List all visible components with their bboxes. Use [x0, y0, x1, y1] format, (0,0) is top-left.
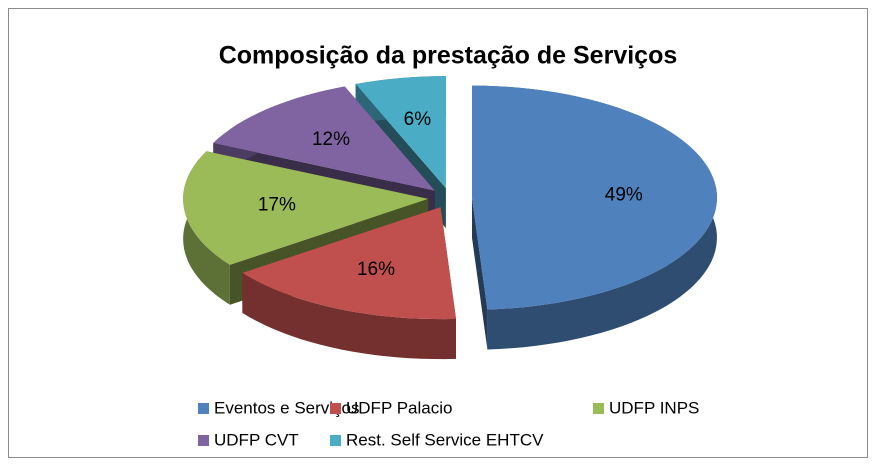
data-label: 6%	[404, 109, 432, 130]
slice	[472, 85, 717, 310]
data-label: 49%	[605, 185, 643, 206]
data-label: 16%	[357, 259, 395, 280]
legend-swatch	[330, 403, 341, 414]
pie: 49% 16% 17% 12% 6%	[183, 76, 717, 360]
slice	[242, 207, 456, 320]
slice	[213, 86, 435, 191]
legend-label: Rest. Self Service EHTCV	[346, 430, 544, 449]
legend-swatch	[198, 403, 209, 414]
legend-label: UDFP CVT	[214, 430, 299, 449]
slice	[355, 76, 446, 189]
legend-label: UDFP Palacio	[346, 398, 452, 417]
legend-label: UDFP INPS	[609, 398, 699, 417]
data-label: 17%	[258, 194, 296, 215]
data-label: 12%	[312, 129, 350, 150]
slice-side	[472, 197, 488, 350]
chart-title: Composição da prestação de Serviços	[219, 42, 678, 70]
slice-wall	[242, 272, 456, 360]
legend-swatch	[198, 435, 209, 446]
legend-label: Eventos e Serviços	[214, 398, 360, 417]
legend-swatch	[330, 435, 341, 446]
slice	[183, 151, 429, 265]
legend-swatch	[593, 403, 604, 414]
